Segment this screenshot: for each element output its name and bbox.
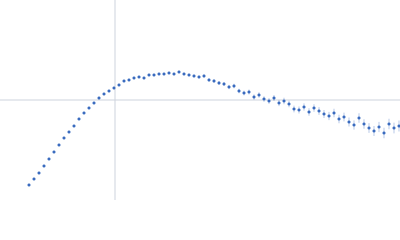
data-point [82,111,86,115]
data-point [317,109,321,113]
data-point [117,83,121,87]
data-point [37,171,41,175]
data-point [372,129,376,133]
data-point [392,126,396,130]
data-point [147,73,151,77]
data-point [332,111,336,115]
data-point [277,101,281,105]
data-point [247,90,251,94]
data-point [297,108,301,112]
data-point [272,96,276,100]
data-point [177,70,181,74]
data-point [47,157,51,161]
data-point [222,82,226,86]
data-point [362,122,366,126]
data-point [337,117,341,121]
data-point [347,120,351,124]
data-point [137,75,141,79]
data-point [262,97,266,101]
data-point [157,72,161,76]
data-point [292,107,296,111]
data-point [97,96,101,100]
data-point [397,124,400,128]
data-point [102,92,106,96]
data-point [187,73,191,77]
data-point [107,89,111,93]
data-point [72,124,76,128]
data-point [192,74,196,78]
data-point [77,117,81,121]
data-point [152,73,156,77]
data-point [282,99,286,103]
data-point [267,99,271,103]
data-point [142,76,146,80]
data-point [322,112,326,116]
data-point [167,71,171,75]
data-point [242,91,246,95]
data-point [237,89,241,93]
data-point [52,150,56,154]
data-point [197,75,201,79]
data-point [172,72,176,76]
data-point [57,143,61,147]
chart [0,0,400,200]
data-point [387,122,391,126]
data-point [377,125,381,129]
data-point [42,164,46,168]
data-point [382,131,386,135]
data-point [182,72,186,76]
data-point [227,85,231,89]
data-point [132,76,136,80]
data-point [217,81,221,85]
data-point [212,79,216,83]
data-point [32,177,36,181]
data-point [342,115,346,119]
data-point [232,84,236,88]
data-point [307,110,311,114]
data-point [67,130,71,134]
data-point [352,123,356,127]
data-point [312,106,316,110]
data-point [357,116,361,120]
data-point [127,78,131,82]
data-point [257,93,261,97]
data-point [207,78,211,82]
data-point [302,105,306,109]
data-point [27,183,31,187]
data-point [202,74,206,78]
data-point [92,101,96,105]
data-point [112,86,116,90]
data-point [327,114,331,118]
data-point [87,106,91,110]
data-point [122,79,126,83]
data-point [287,102,291,106]
data-point [252,95,256,99]
data-point [162,72,166,76]
data-point [62,136,66,140]
data-point [367,126,371,130]
